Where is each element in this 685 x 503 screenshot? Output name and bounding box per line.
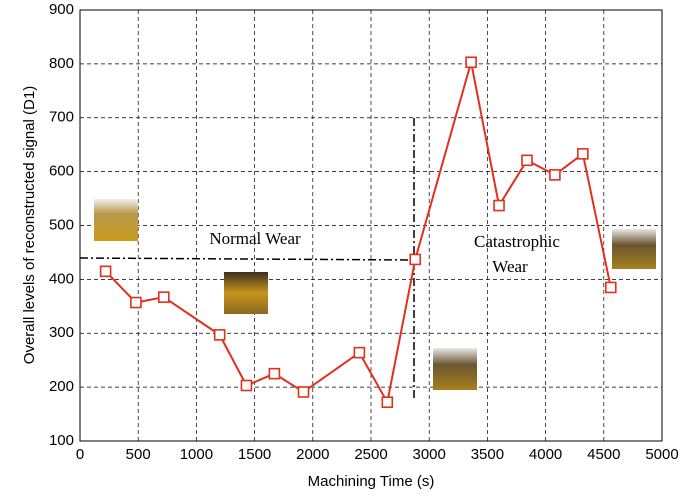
x-tick-label: 0 bbox=[76, 446, 84, 463]
tool-image bbox=[94, 199, 138, 241]
x-tick-label: 1000 bbox=[180, 446, 213, 463]
data-point bbox=[297, 386, 310, 398]
y-tick-label: 600 bbox=[49, 163, 74, 180]
threshold-line bbox=[79, 257, 415, 261]
tool-image bbox=[612, 229, 656, 269]
y-axis-label: Overall levels of reconstructed signal (… bbox=[21, 86, 38, 364]
x-tick-label: 4500 bbox=[587, 446, 620, 463]
x-axis-label: Machining Time (s) bbox=[308, 473, 435, 490]
annotation: Normal Wear bbox=[209, 229, 301, 248]
data-point bbox=[493, 199, 505, 212]
y-tick-label: 200 bbox=[49, 378, 74, 395]
x-tick-label: 2000 bbox=[296, 446, 329, 463]
data-point bbox=[381, 396, 394, 409]
x-tick-label: 5000 bbox=[645, 446, 678, 463]
data-point bbox=[240, 379, 253, 392]
x-tick-label: 3000 bbox=[413, 446, 446, 463]
data-line bbox=[104, 61, 612, 406]
x-tick-label: 3500 bbox=[471, 446, 504, 463]
tool-image bbox=[224, 272, 268, 314]
data-point bbox=[521, 154, 533, 167]
data-point bbox=[604, 281, 617, 294]
y-tick-label: 100 bbox=[49, 432, 74, 449]
x-tick-label: 4000 bbox=[529, 446, 562, 463]
x-tick-label: 2500 bbox=[354, 446, 387, 463]
data-point bbox=[158, 291, 170, 303]
tool-image bbox=[433, 348, 477, 390]
y-tick-label: 300 bbox=[49, 324, 74, 341]
x-tick-label: 500 bbox=[126, 446, 151, 463]
y-tick-label: 900 bbox=[49, 1, 74, 18]
data-point bbox=[549, 169, 561, 181]
data-point bbox=[268, 367, 281, 380]
data-point bbox=[353, 346, 366, 359]
annotation: Catastrophic bbox=[474, 232, 560, 251]
y-tick-label: 800 bbox=[49, 55, 74, 72]
data-point bbox=[130, 296, 142, 309]
data-point bbox=[577, 148, 589, 160]
y-tick-label: 500 bbox=[49, 216, 74, 233]
x-tick-label: 1500 bbox=[238, 446, 271, 463]
data-point bbox=[409, 253, 422, 266]
y-tick-label: 400 bbox=[49, 270, 74, 287]
annotation: Wear bbox=[492, 257, 528, 276]
data-point bbox=[213, 329, 226, 341]
data-point bbox=[465, 56, 477, 69]
y-tick-label: 700 bbox=[49, 109, 74, 126]
data-point bbox=[99, 265, 112, 278]
